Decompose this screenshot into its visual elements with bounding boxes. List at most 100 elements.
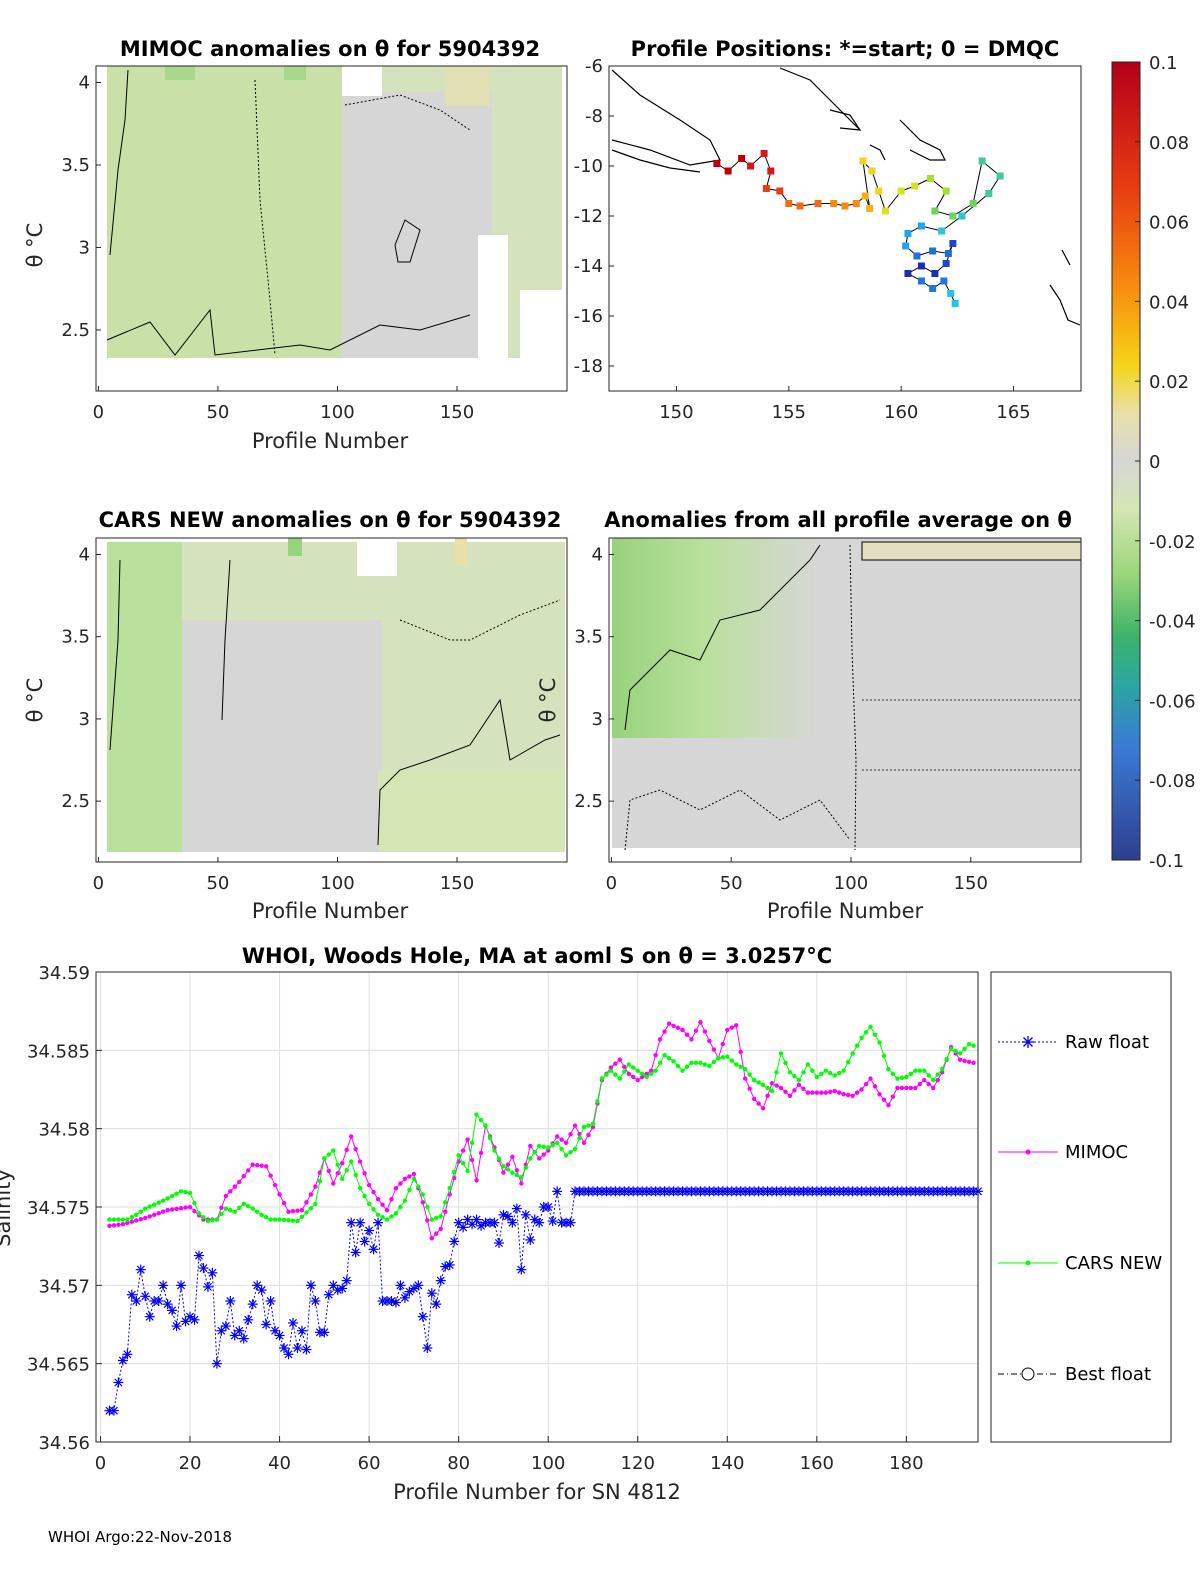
star-stroke: [199, 1264, 208, 1273]
x-tick-label: 155: [772, 402, 806, 423]
data-point: [725, 1054, 730, 1059]
data-point: [769, 1088, 775, 1094]
data-point-star: [395, 1280, 406, 1291]
data-point: [425, 1204, 430, 1210]
data-point: [389, 1214, 394, 1219]
star-stroke: [400, 1293, 409, 1302]
data-point-star: [426, 1288, 437, 1299]
data-point: [971, 1043, 976, 1048]
profile-position-marker: [713, 160, 721, 167]
data-point-star: [243, 1314, 254, 1325]
x-tick-label: 100: [834, 873, 868, 894]
data-point: [899, 1085, 905, 1091]
data-point: [545, 1148, 551, 1153]
data-point: [254, 1209, 260, 1214]
track-line: [716, 152, 1001, 304]
x-tick-label: 50: [206, 873, 229, 894]
data-point-star: [565, 1217, 576, 1228]
data-point: [859, 1087, 864, 1092]
y-tick-label: 2.5: [574, 791, 603, 812]
series-mimoc: [107, 1019, 976, 1241]
data-point: [357, 1159, 363, 1164]
data-point: [738, 1049, 743, 1055]
data-point: [702, 1029, 708, 1034]
profile-position-marker: [902, 242, 910, 250]
star-stroke: [409, 1284, 418, 1293]
data-point: [787, 1093, 793, 1098]
data-point: [698, 1019, 703, 1025]
data-point: [904, 1074, 909, 1080]
data-point-star: [144, 1311, 155, 1322]
data-point: [268, 1173, 273, 1178]
coastline: [611, 67, 1081, 326]
data-point-star: [234, 1325, 245, 1336]
x-tick-label: 180: [889, 1453, 923, 1474]
data-point: [541, 1152, 546, 1157]
data-point: [348, 1134, 354, 1139]
star-stroke: [306, 1281, 315, 1290]
data-point: [881, 1097, 887, 1102]
data-point: [443, 1209, 448, 1214]
star-stroke: [347, 1218, 356, 1227]
data-point: [196, 1211, 202, 1216]
data-point: [711, 1047, 717, 1052]
data-point: [344, 1167, 349, 1173]
data-point: [438, 1214, 443, 1219]
data-point: [223, 1193, 229, 1199]
data-point: [277, 1217, 282, 1222]
profile-position-marker: [866, 205, 874, 212]
data-point: [953, 1048, 958, 1054]
data-point: [286, 1218, 291, 1223]
data-point: [778, 1051, 784, 1056]
data-point: [326, 1168, 332, 1174]
data-point: [134, 1218, 139, 1223]
data-point: [756, 1080, 761, 1085]
profile-position-marker: [785, 200, 793, 207]
data-point-star: [176, 1280, 187, 1291]
data-point: [116, 1222, 121, 1227]
data-point: [913, 1068, 918, 1073]
data-point: [810, 1090, 815, 1095]
data-point-star: [310, 1296, 321, 1306]
data-point: [451, 1169, 457, 1174]
data-point: [895, 1085, 900, 1091]
x-tick-label: 40: [268, 1453, 291, 1474]
data-point: [783, 1089, 788, 1095]
data-point: [966, 1041, 972, 1047]
data-point: [165, 1207, 170, 1213]
y-tick-label: -18: [574, 356, 603, 377]
data-point: [648, 1071, 654, 1077]
data-point: [532, 1149, 537, 1155]
star-stroke: [512, 1204, 521, 1213]
profile-position-marker: [951, 300, 959, 307]
data-point: [832, 1088, 837, 1094]
x-tick-label: 150: [440, 402, 474, 423]
data-point: [751, 1077, 757, 1083]
data-point: [107, 1223, 112, 1229]
x-tick-label: 0: [93, 873, 104, 894]
data-point-star: [462, 1214, 473, 1225]
data-point: [675, 1063, 681, 1069]
profile-position-marker: [868, 167, 876, 175]
data-point: [962, 1046, 967, 1051]
data-point-star: [140, 1291, 151, 1302]
x-tick-label: 50: [720, 873, 743, 894]
data-point: [501, 1164, 506, 1169]
data-point-star: [198, 1263, 209, 1274]
data-point-star: [287, 1317, 298, 1328]
data-point: [340, 1176, 345, 1182]
data-point: [469, 1157, 475, 1163]
star-stroke: [248, 1300, 257, 1309]
profile-position-marker: [969, 200, 977, 207]
data-point: [371, 1189, 376, 1195]
data-point: [510, 1170, 515, 1175]
x-tick-label: 165: [996, 402, 1030, 423]
profile-position-marker: [947, 290, 955, 297]
data-point: [178, 1189, 184, 1194]
data-point: [922, 1068, 927, 1073]
data-point: [460, 1148, 466, 1153]
data-point: [156, 1200, 161, 1205]
data-point: [263, 1164, 269, 1169]
colorbar-tick-label: -0.02: [1149, 532, 1196, 553]
